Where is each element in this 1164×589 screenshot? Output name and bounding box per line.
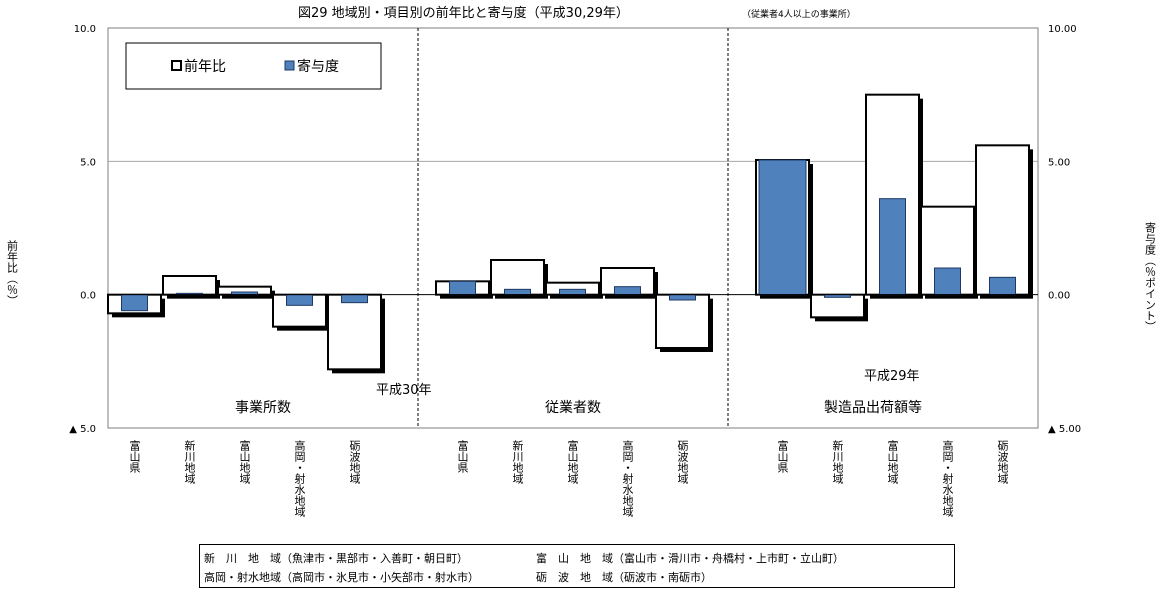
left-tick-label: 5.0 xyxy=(80,157,96,168)
contribution-bar xyxy=(614,286,641,296)
annotation-h30: 平成30年 xyxy=(376,383,432,398)
category-label: 高岡・射水地域 xyxy=(621,439,634,517)
category-label: 富山地域 xyxy=(886,439,899,484)
yoy-bar xyxy=(162,275,217,296)
chart-title: 図29 地域別・項目別の前年比と寄与度（平成30,29年） xyxy=(298,5,629,21)
legend-yoy-label: 前年比 xyxy=(184,58,226,75)
note-takaoka-imizu: 高岡・射水地域（高岡市・氷見市・小矢部市・射水市） xyxy=(204,571,479,584)
category-label: 富山県 xyxy=(456,439,469,474)
contribution-bar xyxy=(879,198,906,296)
category-label: 高岡・射水地域 xyxy=(293,439,306,517)
right-tick-label: 5.00 xyxy=(1048,157,1070,168)
yoy-bar xyxy=(810,293,865,319)
right-tick-label: 0.00 xyxy=(1048,291,1070,302)
category-label: 新川地域 xyxy=(183,439,196,484)
group-name: 製造品出荷額等 xyxy=(824,399,922,416)
note-shinkawa: 新 川 地 域（魚津市・黒部市・入善町・朝日町） xyxy=(204,552,468,565)
contribution-bar xyxy=(758,159,807,296)
right-axis-title: 寄与度（％ポイント） xyxy=(1144,221,1157,332)
left-tick-label: 0.0 xyxy=(80,291,96,302)
note-tonami: 砺 波 地 域（砺波市・南砺市） xyxy=(536,571,712,584)
chart-subtitle: （従業者4人以上の事業所） xyxy=(742,8,856,20)
category-label: 砺波地域 xyxy=(996,440,1009,484)
category-label: 砺波地域 xyxy=(348,440,361,484)
category-label: 富山地域 xyxy=(238,439,251,484)
category-label: 新川地域 xyxy=(511,439,524,484)
category-label: 富山地域 xyxy=(566,439,579,484)
contribution-bar xyxy=(934,267,961,296)
category-label: 富山県 xyxy=(128,439,141,474)
contribution-bar xyxy=(989,276,1016,296)
legend-contrib-swatch xyxy=(284,60,295,71)
category-label: 新川地域 xyxy=(831,439,844,484)
contribution-bar xyxy=(341,294,368,304)
group-name: 事業所数 xyxy=(235,400,291,416)
contribution-bar xyxy=(286,294,313,306)
right-tick-label: 10.00 xyxy=(1048,24,1077,35)
category-label: 砺波地域 xyxy=(676,440,689,484)
region-notes: 新 川 地 域（魚津市・黒部市・入善町・朝日町） 富 山 地 域（富山市・滑川市… xyxy=(199,544,955,588)
legend: 前年比 寄与度 xyxy=(125,42,382,90)
axis-ticks: 10.0 10.00 5.0 5.00 0.0 0.00 ▲ 5.0 ▲ 5.00 xyxy=(69,24,1081,435)
left-tick-label: ▲ 5.0 xyxy=(69,424,96,435)
yoy-bar xyxy=(655,293,710,349)
contribution-bar xyxy=(449,280,476,296)
contribution-bar xyxy=(121,294,148,312)
legend-contrib-label: 寄与度 xyxy=(297,58,339,75)
right-tick-label: ▲ 5.00 xyxy=(1048,424,1081,435)
yoy-bar xyxy=(975,144,1030,296)
annotation-h29: 平成29年 xyxy=(864,369,920,384)
group-name: 従業者数 xyxy=(545,400,601,416)
contribution-bar xyxy=(504,288,531,296)
left-axis-title: 前年比（％） xyxy=(6,239,19,306)
contribution-bar xyxy=(559,288,586,296)
legend-yoy-swatch xyxy=(171,60,182,71)
category-label: 高岡・射水地域 xyxy=(941,439,954,517)
contribution-bar xyxy=(669,294,696,301)
note-toyama: 富 山 地 域（富山市・滑川市・舟橋村・上市町・立山町） xyxy=(536,552,844,565)
yoy-bar xyxy=(327,293,382,371)
yoy-bar xyxy=(920,205,975,296)
category-label: 富山県 xyxy=(776,439,789,474)
left-tick-label: 10.0 xyxy=(74,24,96,35)
legend-box xyxy=(125,42,382,90)
bars xyxy=(107,93,1033,374)
